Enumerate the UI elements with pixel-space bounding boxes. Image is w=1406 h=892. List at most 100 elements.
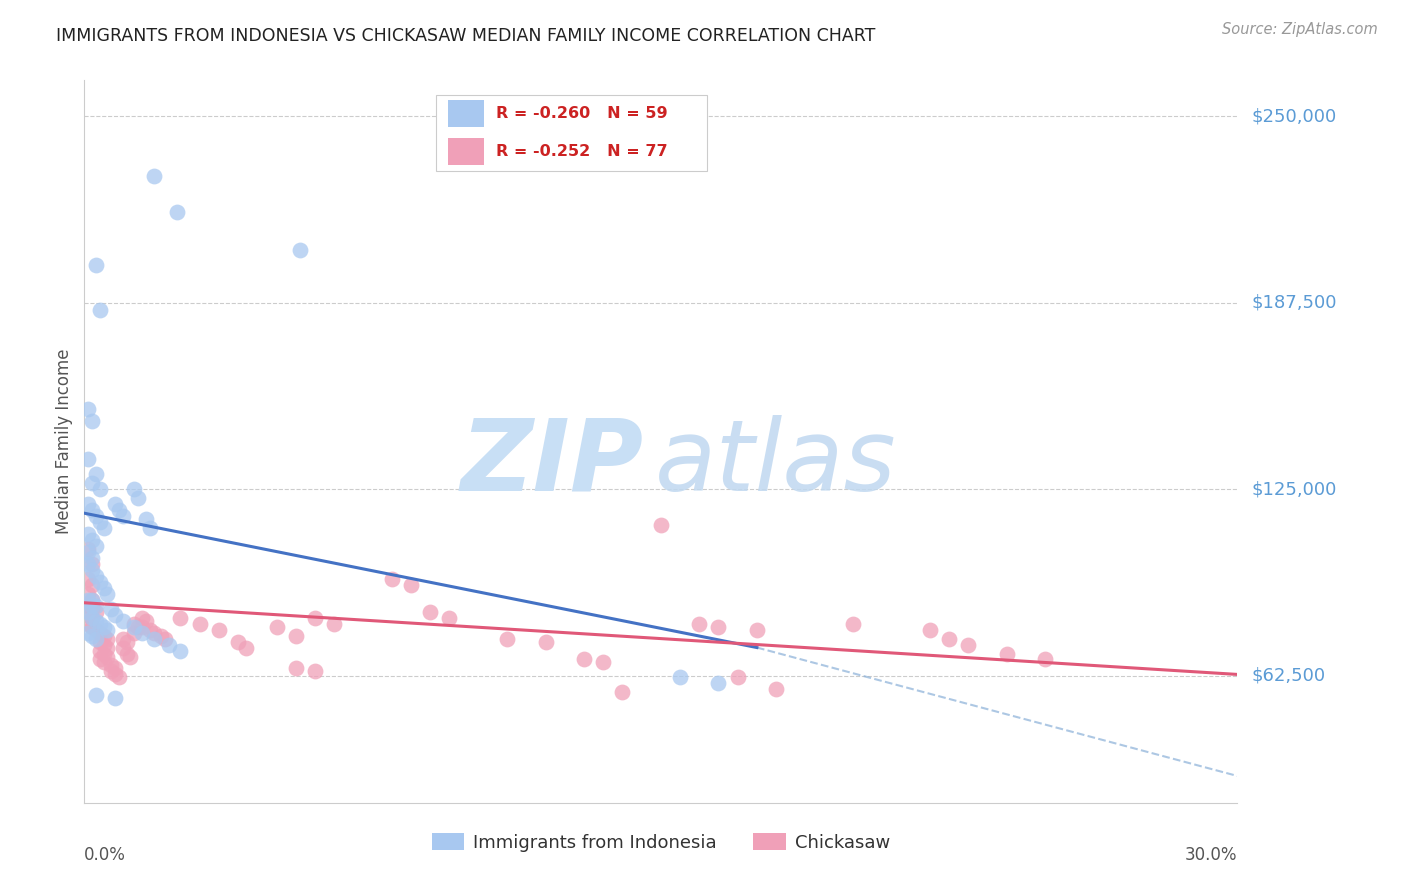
Point bbox=[304, 610, 326, 624]
Point bbox=[135, 512, 157, 526]
Point bbox=[226, 634, 249, 648]
Point bbox=[142, 632, 165, 646]
Point bbox=[77, 616, 100, 631]
Point bbox=[84, 623, 107, 637]
Point bbox=[93, 521, 115, 535]
Point bbox=[918, 623, 941, 637]
Point bbox=[169, 610, 191, 624]
Point bbox=[84, 599, 107, 613]
Point bbox=[84, 539, 107, 553]
Point bbox=[150, 629, 173, 643]
Point bbox=[304, 665, 326, 679]
Point bbox=[77, 527, 100, 541]
Point bbox=[89, 634, 111, 648]
Point bbox=[288, 244, 311, 258]
Point bbox=[93, 629, 115, 643]
Point bbox=[169, 643, 191, 657]
Point bbox=[104, 497, 127, 511]
Point bbox=[534, 634, 557, 648]
Point bbox=[80, 551, 103, 566]
Point bbox=[80, 476, 103, 491]
Point bbox=[592, 656, 614, 670]
Point bbox=[93, 620, 115, 634]
Point bbox=[124, 483, 146, 497]
Point bbox=[166, 204, 188, 219]
Point bbox=[104, 667, 127, 681]
Point bbox=[77, 587, 100, 601]
Point bbox=[80, 620, 103, 634]
Point bbox=[84, 614, 107, 628]
Point bbox=[100, 658, 122, 673]
Text: 30.0%: 30.0% bbox=[1185, 847, 1237, 864]
Point bbox=[77, 452, 100, 467]
Text: Source: ZipAtlas.com: Source: ZipAtlas.com bbox=[1222, 22, 1378, 37]
Point bbox=[439, 610, 461, 624]
Point bbox=[96, 649, 118, 664]
Point bbox=[612, 685, 634, 699]
Point bbox=[96, 640, 118, 655]
Y-axis label: Median Family Income: Median Family Income bbox=[55, 349, 73, 534]
Point bbox=[96, 587, 118, 601]
Point bbox=[707, 676, 730, 690]
Point bbox=[80, 592, 103, 607]
Point bbox=[938, 632, 960, 646]
Point bbox=[84, 605, 107, 619]
Point bbox=[77, 599, 100, 613]
Point bbox=[84, 509, 107, 524]
Point bbox=[115, 647, 138, 661]
Point bbox=[96, 632, 118, 646]
Point bbox=[80, 601, 103, 615]
Point bbox=[77, 557, 100, 571]
Point bbox=[765, 682, 787, 697]
Point bbox=[111, 614, 134, 628]
Point bbox=[142, 625, 165, 640]
Point bbox=[77, 572, 100, 586]
FancyBboxPatch shape bbox=[447, 138, 485, 165]
Point bbox=[77, 497, 100, 511]
Text: R = -0.260   N = 59: R = -0.260 N = 59 bbox=[496, 106, 668, 121]
Point bbox=[111, 632, 134, 646]
Point bbox=[104, 661, 127, 675]
Text: IMMIGRANTS FROM INDONESIA VS CHICKASAW MEDIAN FAMILY INCOME CORRELATION CHART: IMMIGRANTS FROM INDONESIA VS CHICKASAW M… bbox=[56, 27, 876, 45]
Point bbox=[84, 569, 107, 583]
Text: $125,000: $125,000 bbox=[1251, 480, 1337, 499]
Point bbox=[80, 414, 103, 428]
Point bbox=[419, 605, 441, 619]
Point bbox=[208, 623, 231, 637]
Point bbox=[284, 661, 307, 675]
Point bbox=[153, 632, 176, 646]
Point bbox=[104, 691, 127, 706]
Point bbox=[138, 623, 160, 637]
Point bbox=[93, 581, 115, 595]
Text: ZIP: ZIP bbox=[461, 415, 644, 512]
Point bbox=[266, 620, 288, 634]
Point bbox=[84, 632, 107, 646]
Point bbox=[100, 601, 122, 615]
Point bbox=[89, 303, 111, 318]
Point bbox=[235, 640, 257, 655]
Point bbox=[323, 616, 346, 631]
Point bbox=[77, 592, 100, 607]
Point bbox=[688, 616, 710, 631]
Point bbox=[89, 616, 111, 631]
Point bbox=[381, 572, 404, 586]
Point bbox=[842, 616, 865, 631]
Point bbox=[80, 610, 103, 624]
Point bbox=[84, 259, 107, 273]
Point bbox=[131, 625, 153, 640]
Point bbox=[77, 607, 100, 622]
Point bbox=[80, 503, 103, 517]
Point bbox=[80, 563, 103, 577]
Point bbox=[77, 605, 100, 619]
Text: R = -0.252   N = 77: R = -0.252 N = 77 bbox=[496, 145, 668, 159]
Point bbox=[93, 647, 115, 661]
FancyBboxPatch shape bbox=[436, 95, 707, 170]
Point bbox=[108, 503, 131, 517]
Point bbox=[96, 623, 118, 637]
Text: $250,000: $250,000 bbox=[1251, 107, 1337, 125]
Point bbox=[108, 670, 131, 684]
Point bbox=[100, 665, 122, 679]
Point bbox=[80, 533, 103, 547]
Point bbox=[131, 620, 153, 634]
Point bbox=[89, 515, 111, 529]
